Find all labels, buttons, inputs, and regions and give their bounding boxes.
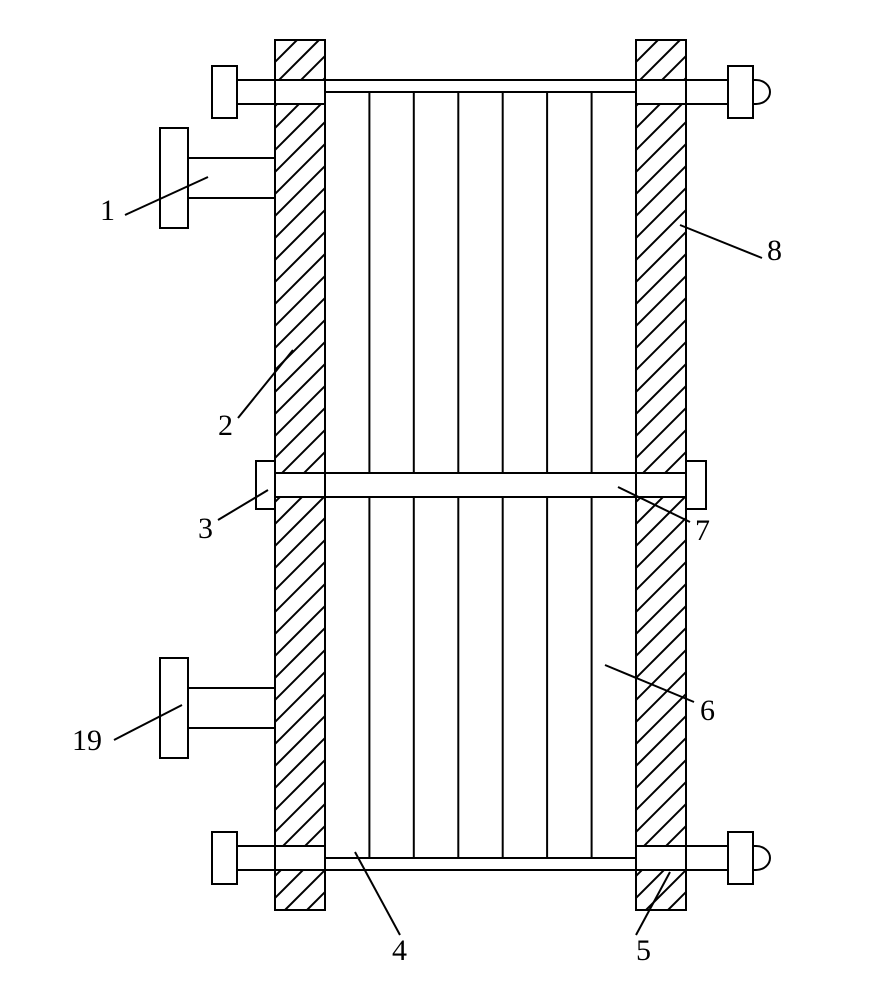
callout-label-1: 1 <box>100 194 115 227</box>
upper-port-flange <box>160 128 280 228</box>
lower-port-flange <box>160 658 280 758</box>
callout-label-5: 5 <box>636 934 651 967</box>
callout-label-19: 19 <box>72 724 102 757</box>
top-tie-rod <box>237 80 728 104</box>
callout-label-6: 6 <box>700 694 715 727</box>
callout-label-3: 3 <box>198 512 213 545</box>
middle-tie-rod <box>258 473 706 497</box>
callout-label-8: 8 <box>767 234 782 267</box>
callout-label-2: 2 <box>218 409 233 442</box>
bottom-tie-rod <box>237 846 728 870</box>
callout-label-7: 7 <box>695 514 710 547</box>
callout-label-4: 4 <box>392 934 407 967</box>
